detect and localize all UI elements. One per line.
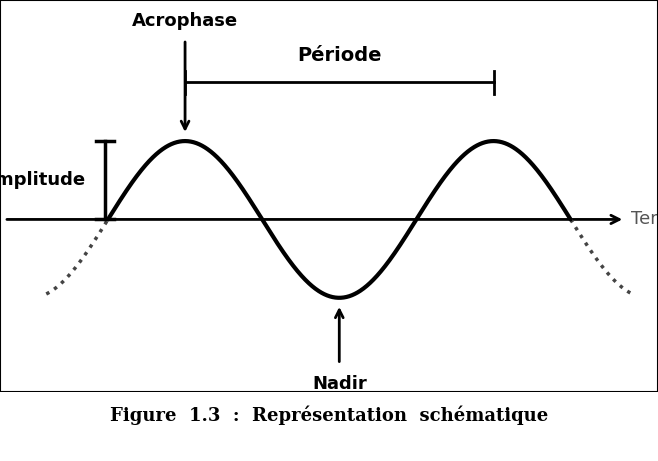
Text: Période: Période bbox=[297, 46, 382, 65]
Text: Acrophase: Acrophase bbox=[132, 12, 238, 30]
Text: Temps: Temps bbox=[631, 210, 658, 229]
Text: Figure  1.3  :  Représentation  schématique: Figure 1.3 : Représentation schématique bbox=[110, 405, 548, 425]
Text: Nadir: Nadir bbox=[312, 375, 367, 393]
Text: Amplitude: Amplitude bbox=[0, 171, 86, 189]
